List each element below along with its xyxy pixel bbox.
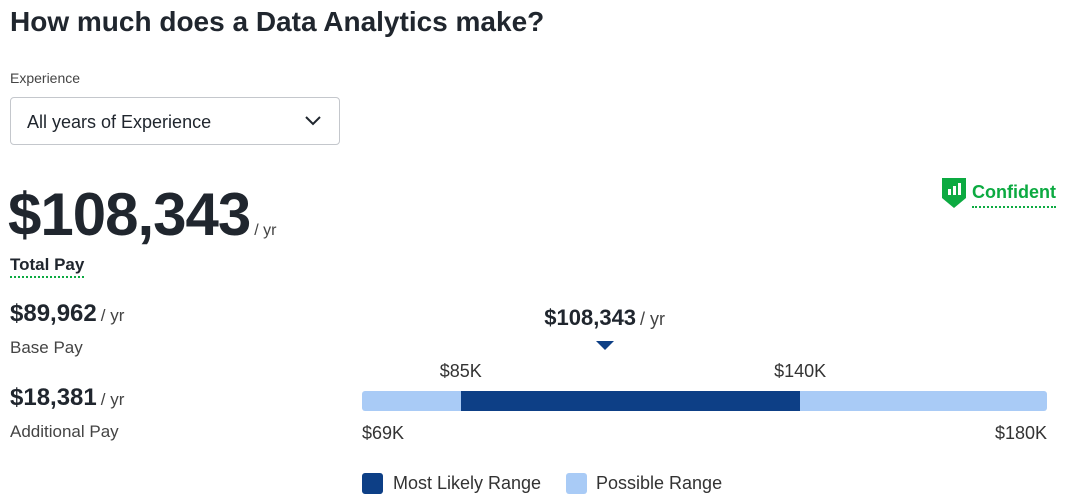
additional-pay: $18,381/ yr (10, 384, 124, 412)
total-pay-amount: $108,343/ yr (8, 180, 276, 249)
legend-label: Most Likely Range (393, 473, 542, 493)
base-pay: $89,962/ yr (10, 300, 124, 328)
median-marker (595, 341, 614, 350)
legend-label: Possible Range (596, 473, 723, 493)
base-amount: $89,962 (10, 300, 97, 327)
total-amount: $108,343 (8, 181, 251, 248)
total-unit: / yr (254, 222, 277, 239)
chevron (305, 116, 321, 126)
additional-amount: $18,381 (10, 384, 97, 411)
max-label: $180K (995, 423, 1048, 443)
experience-select[interactable]: All years of Experience (10, 97, 340, 145)
confidence-icon (942, 178, 966, 208)
base-pay-label: Base Pay (10, 338, 83, 357)
confidence-text: Confident (972, 182, 1056, 208)
median-unit: / yr (640, 309, 666, 329)
page-title: How much does a Data Analytics make? (10, 6, 545, 37)
experience-label: Experience (10, 70, 81, 86)
experience-selected: All years of Experience (27, 112, 212, 132)
additional-pay-label: Additional Pay (10, 422, 119, 441)
total-pay-label[interactable]: Total Pay (10, 255, 85, 278)
likely-range-bar (460, 391, 801, 411)
legend-swatch (362, 473, 383, 494)
additional-unit: / yr (100, 390, 125, 409)
min-label: $69K (362, 423, 405, 443)
likely-low-label: $85K (439, 361, 482, 381)
likely-high-label: $140K (774, 361, 827, 381)
median-label: $108,343/ yr (544, 305, 665, 331)
base-unit: / yr (100, 306, 125, 325)
median-amount: $108,343 (544, 305, 637, 330)
legend-swatch (566, 473, 587, 494)
